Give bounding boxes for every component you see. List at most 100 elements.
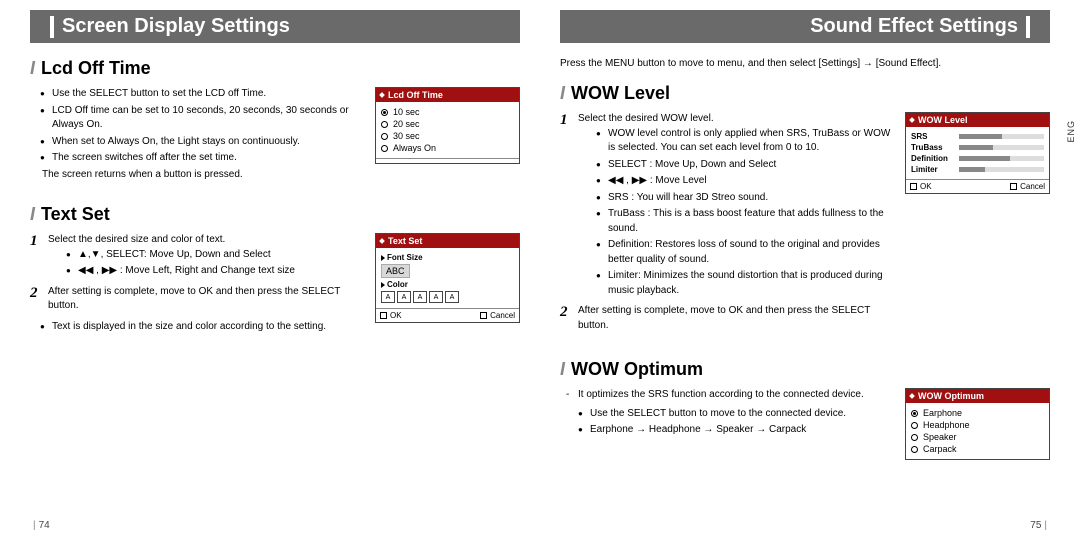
section-title: ILcd Off Time — [30, 58, 520, 79]
step-text: Select the desired WOW level. — [578, 113, 714, 124]
step-text: After setting is complete, move to OK an… — [578, 305, 870, 331]
radio-label: Always On — [393, 143, 436, 153]
radio-option[interactable]: 30 sec — [381, 131, 514, 141]
radio-option[interactable]: 20 sec — [381, 119, 514, 129]
wowopt-bullet: Use the SELECT button to move to the con… — [578, 407, 895, 422]
step-1: 1 Select the desired WOW level. WOW leve… — [560, 112, 895, 298]
widget-footer: OK Cancel — [376, 308, 519, 322]
lcd-title-text: Lcd Off Time — [41, 58, 151, 78]
section-lcd-off-time: ILcd Off Time Use the SELECT button to s… — [30, 58, 520, 184]
step-number: 1 — [560, 110, 568, 132]
text-set-widget: Text Set Font Size ABC Color A — [375, 233, 520, 323]
font-sample[interactable]: ABC — [381, 264, 410, 278]
ok-label[interactable]: OK — [920, 182, 932, 191]
page-number-left: |74 — [30, 520, 50, 531]
textset-title-text: Text Set — [41, 204, 110, 224]
color-swatch[interactable]: A — [381, 291, 395, 303]
slider-row[interactable]: SRS — [911, 132, 1044, 141]
radio-label: Earphone — [923, 408, 962, 418]
lcd-off-time-widget: Lcd Off Time 10 sec 20 sec 30 sec Always… — [375, 87, 520, 164]
step-2: 2 After setting is complete, move to OK … — [30, 285, 365, 314]
radio-option[interactable]: Headphone — [911, 420, 1044, 430]
radio-option[interactable]: Speaker — [911, 432, 1044, 442]
color-label: Color — [381, 280, 514, 289]
header-bar-icon — [1026, 16, 1030, 38]
wl-bullet: SELECT : Move Up, Down and Select — [596, 158, 895, 173]
radio-label: 30 sec — [393, 131, 420, 141]
wowlevel-title-text: WOW Level — [571, 83, 670, 103]
widget-footer: OK Cancel — [906, 179, 1049, 193]
wl-bullet: Limiter: Minimizes the sound distortion … — [596, 269, 895, 298]
slider-bar[interactable] — [959, 145, 1044, 150]
wow-level-widget: WOW Level SRS TruBass Definition Limiter… — [905, 112, 1050, 194]
radio-icon — [381, 121, 388, 128]
lcd-bullet: The screen switches off after the set ti… — [40, 151, 365, 166]
slider-row[interactable]: TruBass — [911, 143, 1044, 152]
wl-bullet: TruBass : This is a bass boost feature t… — [596, 207, 895, 236]
color-swatch[interactable]: A — [445, 291, 459, 303]
radio-icon — [911, 422, 918, 429]
widget-title: WOW Level — [906, 113, 1049, 127]
color-swatch[interactable]: A — [413, 291, 427, 303]
cancel-label[interactable]: Cancel — [490, 311, 515, 320]
widget-title: Text Set — [376, 234, 519, 248]
intro-text: Press the MENU button to move to menu, a… — [560, 58, 1050, 69]
radio-option[interactable]: 10 sec — [381, 107, 514, 117]
widget-title-text: Lcd Off Time — [388, 90, 443, 100]
slider-label: Definition — [911, 154, 955, 163]
widget-title-text: WOW Optimum — [918, 391, 984, 401]
widget-title-icon — [909, 117, 915, 123]
step-number: 2 — [30, 283, 38, 305]
wl-bullet: Definition: Restores loss of sound to th… — [596, 238, 895, 267]
widget-title-icon — [909, 393, 915, 399]
textset-note: Text is displayed in the size and color … — [40, 320, 365, 335]
radio-option[interactable]: Earphone — [911, 408, 1044, 418]
section-title: IWOW Optimum — [560, 359, 1050, 380]
wl-bullet: ◀◀ , ▶▶ : Move Level — [596, 174, 895, 189]
header-bar-icon — [50, 16, 54, 38]
section-title: IWOW Level — [560, 83, 1050, 104]
radio-icon — [911, 434, 918, 441]
color-swatch[interactable]: A — [429, 291, 443, 303]
slider-label: SRS — [911, 132, 955, 141]
widget-title: WOW Optimum — [906, 389, 1049, 403]
step-text: After setting is complete, move to OK an… — [48, 286, 340, 312]
radio-icon — [381, 145, 388, 152]
step-2: 2 After setting is complete, move to OK … — [560, 304, 895, 333]
ok-label[interactable]: OK — [390, 311, 402, 320]
slider-row[interactable]: Limiter — [911, 165, 1044, 174]
color-swatch[interactable]: A — [397, 291, 411, 303]
lcd-subline: The screen returns when a button is pres… — [30, 168, 365, 183]
radio-option[interactable]: Carpack — [911, 444, 1044, 454]
slider-row[interactable]: Definition — [911, 154, 1044, 163]
lcd-bullet: When set to Always On, the Light stays o… — [40, 135, 365, 150]
wowopt-dash: It optimizes the SRS function according … — [560, 388, 895, 403]
radio-option[interactable]: Always On — [381, 143, 514, 153]
radio-label: Speaker — [923, 432, 957, 442]
ok-icon — [380, 312, 387, 319]
slider-bar[interactable] — [959, 167, 1044, 172]
widget-title-text: WOW Level — [918, 115, 968, 125]
radio-icon — [381, 109, 388, 116]
cancel-label[interactable]: Cancel — [1020, 182, 1045, 191]
radio-label: 10 sec — [393, 107, 420, 117]
section-wow-optimum: IWOW Optimum It optimizes the SRS functi… — [560, 359, 1050, 466]
radio-icon — [911, 446, 918, 453]
slider-bar[interactable] — [959, 156, 1044, 161]
slider-label: TruBass — [911, 143, 955, 152]
wowopt-bullet: Earphone → Headphone → Speaker → Carpack — [578, 423, 895, 438]
color-swatches[interactable]: A A A A A — [381, 291, 514, 303]
wl-bullet: SRS : You will hear 3D Streo sound. — [596, 191, 895, 206]
step-number: 1 — [30, 231, 38, 253]
radio-label: Headphone — [923, 420, 970, 430]
section-wow-level: IWOW Level 1 Select the desired WOW leve… — [560, 83, 1050, 339]
widget-title: Lcd Off Time — [376, 88, 519, 102]
right-header-text: Sound Effect Settings — [810, 15, 1018, 38]
widget-title-icon — [379, 238, 385, 244]
section-text-set: IText Set 1 Select the desired size and … — [30, 204, 520, 336]
step-sub: ◀◀ , ▶▶ : Move Left, Right and Change te… — [66, 264, 365, 279]
slider-bar[interactable] — [959, 134, 1044, 139]
left-page-header: Screen Display Settings — [30, 10, 520, 43]
cancel-icon — [480, 312, 487, 319]
widget-title-icon — [379, 92, 385, 98]
